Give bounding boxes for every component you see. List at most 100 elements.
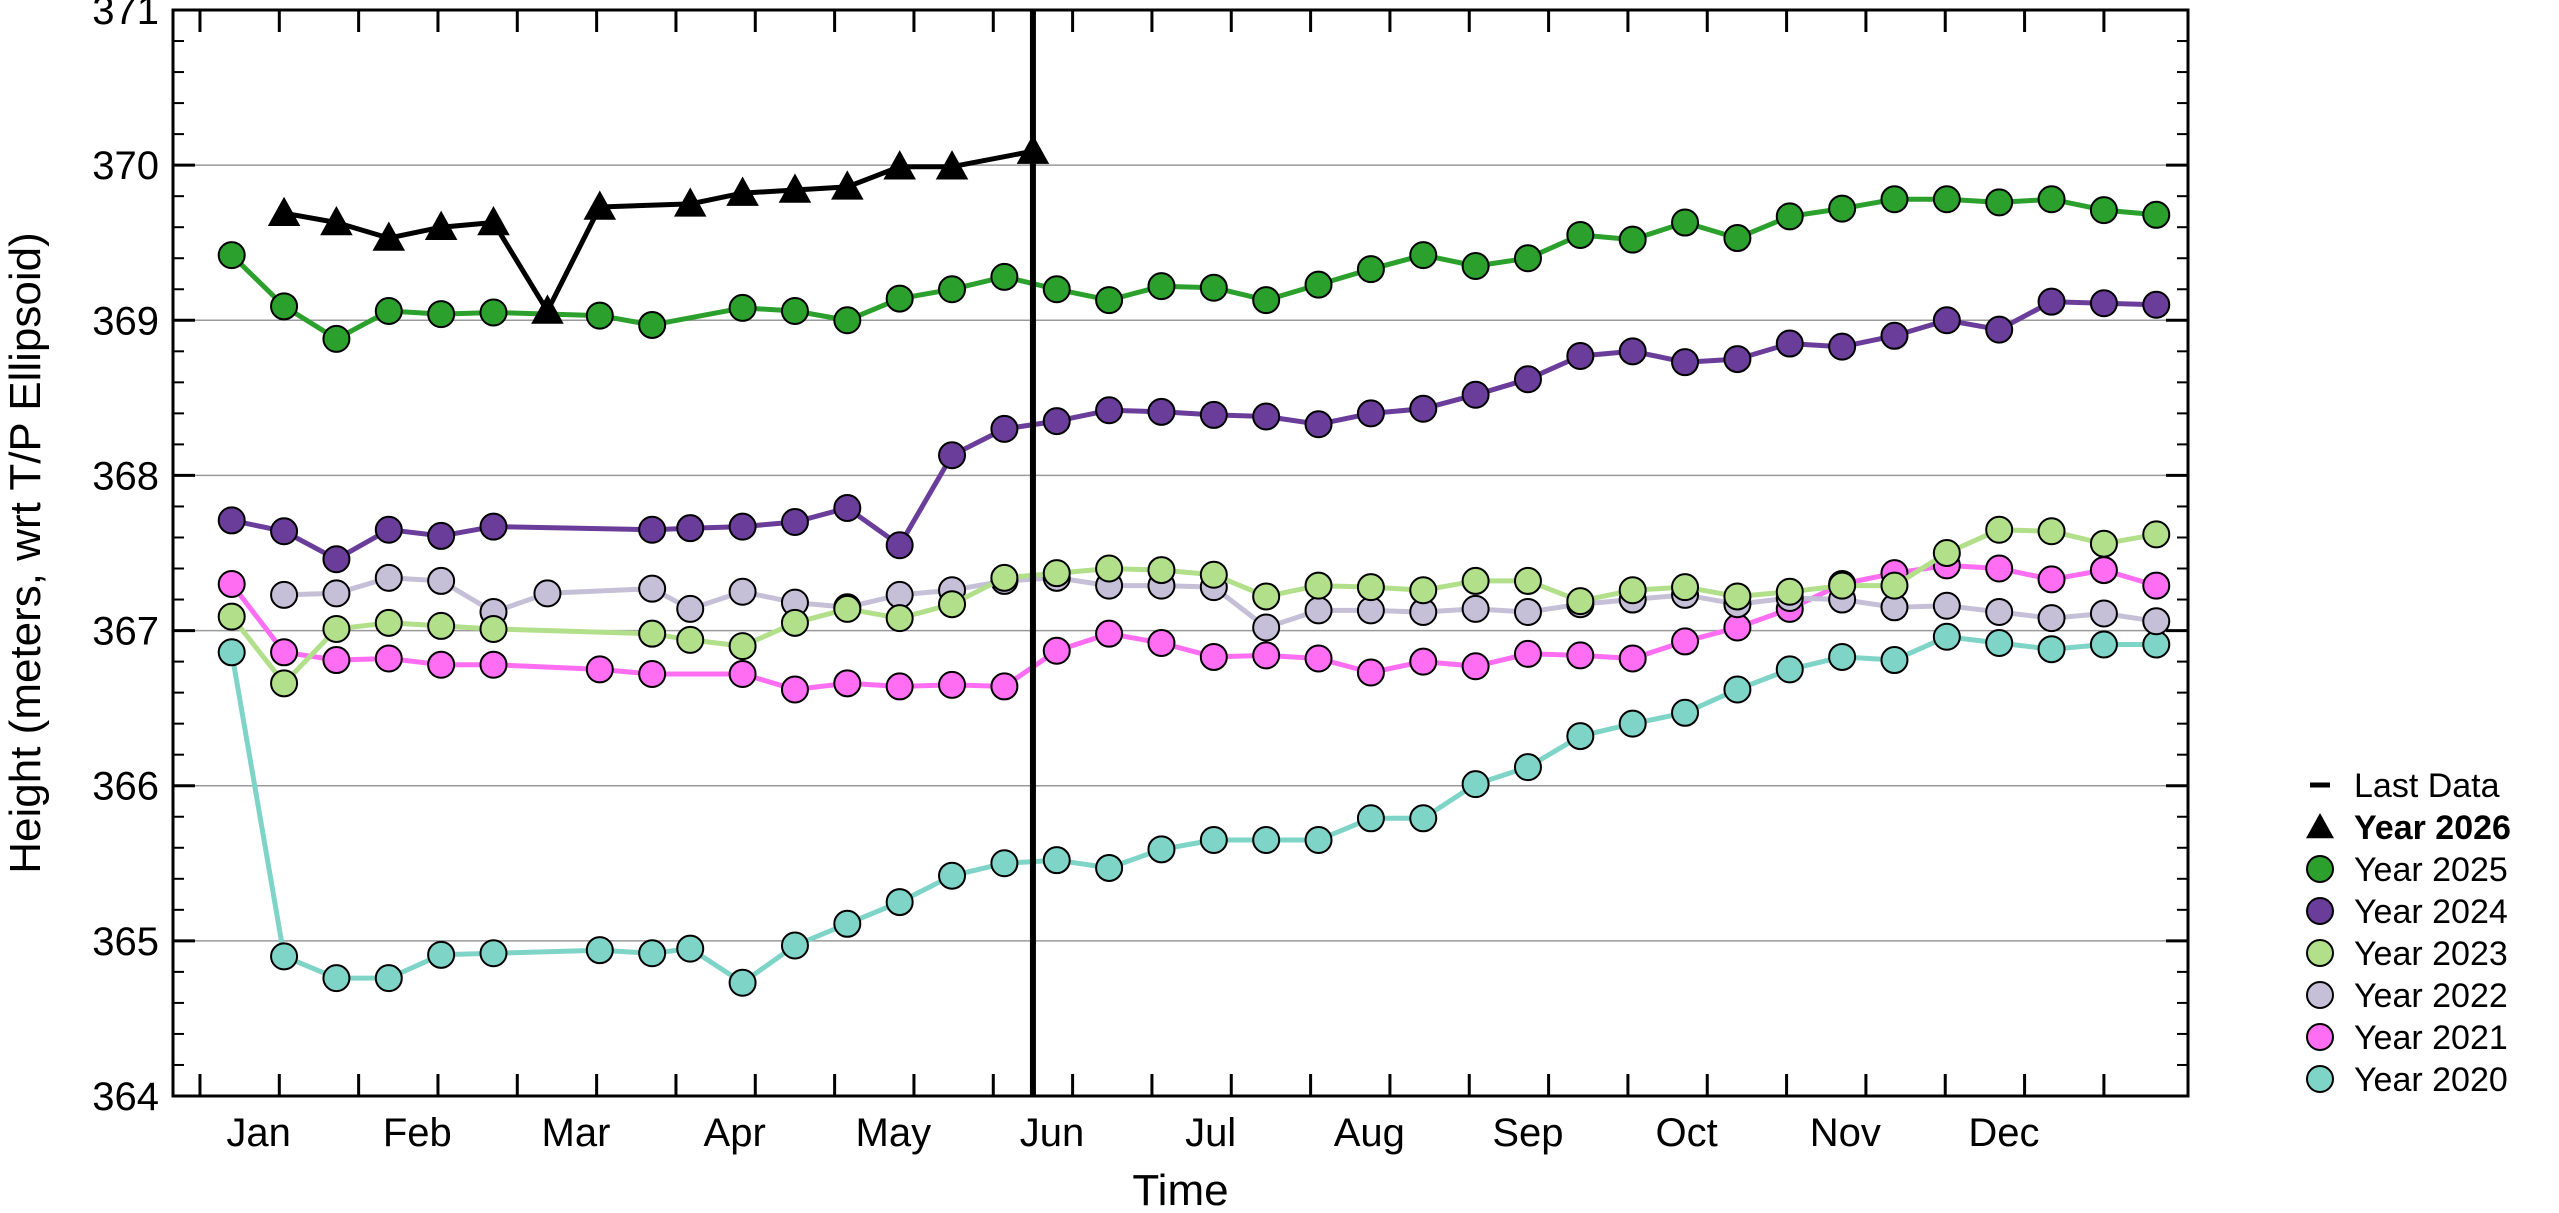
data-point bbox=[1409, 647, 1438, 676]
data-point bbox=[1513, 566, 1542, 595]
data-point bbox=[1356, 573, 1385, 602]
data-point bbox=[1409, 241, 1438, 270]
legend-item: Year 2020 bbox=[2306, 1061, 2508, 1099]
data-point bbox=[374, 608, 403, 637]
data-point bbox=[2037, 185, 2066, 214]
data-point bbox=[2037, 565, 2066, 594]
legend-item: Year 2025 bbox=[2306, 851, 2508, 889]
data-point bbox=[1932, 622, 1961, 651]
data-point bbox=[1618, 576, 1647, 605]
data-point bbox=[1566, 341, 1595, 370]
data-point bbox=[1513, 597, 1542, 626]
data-point bbox=[1671, 698, 1700, 727]
data-point bbox=[780, 675, 809, 704]
data-point bbox=[938, 861, 967, 890]
data-point bbox=[1304, 596, 1333, 625]
data-point bbox=[638, 619, 667, 648]
data-point bbox=[833, 909, 862, 938]
data-point bbox=[1723, 675, 1752, 704]
data-point bbox=[728, 968, 757, 997]
data-point bbox=[585, 936, 614, 965]
data-point bbox=[885, 672, 914, 701]
data-point bbox=[1095, 619, 1124, 648]
data-point bbox=[1932, 539, 1961, 567]
series-year-2023 bbox=[217, 515, 2171, 698]
series-line bbox=[231, 299, 2157, 562]
y-tick-label: 370 bbox=[92, 144, 159, 188]
data-point bbox=[1828, 194, 1857, 223]
legend-label: Last Data bbox=[2354, 767, 2500, 805]
data-point bbox=[1199, 560, 1228, 589]
x-tick-label: Nov bbox=[1810, 1111, 1881, 1155]
data-point bbox=[1147, 556, 1176, 585]
data-point bbox=[533, 579, 562, 608]
data-point bbox=[990, 414, 1019, 443]
data-point bbox=[1723, 613, 1752, 642]
legend-label: Year 2024 bbox=[2354, 893, 2508, 931]
legend-marker bbox=[2306, 813, 2334, 839]
y-tick-label: 364 bbox=[92, 1075, 159, 1119]
data-point bbox=[1304, 270, 1333, 299]
data-point bbox=[217, 570, 246, 599]
x-tick-label: Jun bbox=[1020, 1111, 1085, 1155]
data-point bbox=[1095, 554, 1124, 583]
y-tick-label: 367 bbox=[92, 610, 159, 654]
data-point bbox=[726, 176, 759, 206]
data-point bbox=[728, 660, 757, 689]
data-point bbox=[1042, 559, 1071, 588]
data-point bbox=[1880, 571, 1909, 600]
data-point bbox=[2089, 529, 2118, 558]
data-point bbox=[270, 942, 299, 971]
data-point bbox=[2089, 196, 2118, 225]
data-point bbox=[638, 939, 667, 968]
data-point bbox=[270, 292, 299, 321]
data-point bbox=[1671, 627, 1700, 656]
legend-label: Year 2022 bbox=[2354, 977, 2508, 1015]
legend-label: Year 2021 bbox=[2354, 1019, 2508, 1057]
data-point bbox=[778, 173, 812, 203]
data-point bbox=[728, 293, 757, 322]
y-axis-title: Height (meters, wrt T/P Ellipsoid) bbox=[1, 232, 50, 873]
data-point bbox=[990, 672, 1019, 701]
data-point bbox=[479, 939, 508, 968]
data-point bbox=[424, 210, 458, 240]
grid-lines bbox=[173, 164, 2188, 942]
y-tick-label: 365 bbox=[92, 920, 159, 964]
data-point bbox=[883, 150, 916, 180]
data-point bbox=[1671, 208, 1700, 237]
data-point bbox=[938, 441, 967, 470]
data-point bbox=[322, 579, 351, 608]
data-point bbox=[938, 590, 967, 619]
data-point bbox=[1880, 321, 1909, 350]
series-line bbox=[229, 634, 2157, 986]
data-point bbox=[1461, 594, 1490, 623]
data-point bbox=[1147, 397, 1176, 426]
data-point bbox=[322, 545, 351, 574]
data-point bbox=[885, 284, 914, 313]
data-point bbox=[1252, 286, 1281, 315]
data-point bbox=[1147, 835, 1176, 864]
data-point bbox=[638, 310, 667, 339]
x-tick-label: Feb bbox=[383, 1111, 452, 1155]
data-point bbox=[2037, 635, 2066, 664]
data-point bbox=[885, 604, 914, 633]
data-point bbox=[1461, 566, 1490, 595]
data-point bbox=[1723, 582, 1752, 611]
data-point bbox=[479, 512, 508, 541]
data-point bbox=[990, 262, 1019, 291]
y-tick-label: 366 bbox=[92, 765, 159, 809]
data-point bbox=[1095, 396, 1124, 425]
data-point bbox=[1932, 591, 1961, 620]
data-point bbox=[2142, 520, 2171, 549]
x-tick-label: Oct bbox=[1656, 1111, 1718, 1155]
data-point bbox=[270, 669, 299, 698]
data-point bbox=[1042, 407, 1071, 436]
data-point bbox=[270, 638, 299, 667]
data-point bbox=[1199, 642, 1228, 671]
data-point bbox=[1461, 770, 1490, 799]
series-year-2020 bbox=[217, 622, 2171, 997]
data-point bbox=[1566, 220, 1595, 249]
data-point bbox=[322, 964, 351, 993]
data-point bbox=[1199, 273, 1228, 302]
data-point bbox=[673, 187, 707, 217]
